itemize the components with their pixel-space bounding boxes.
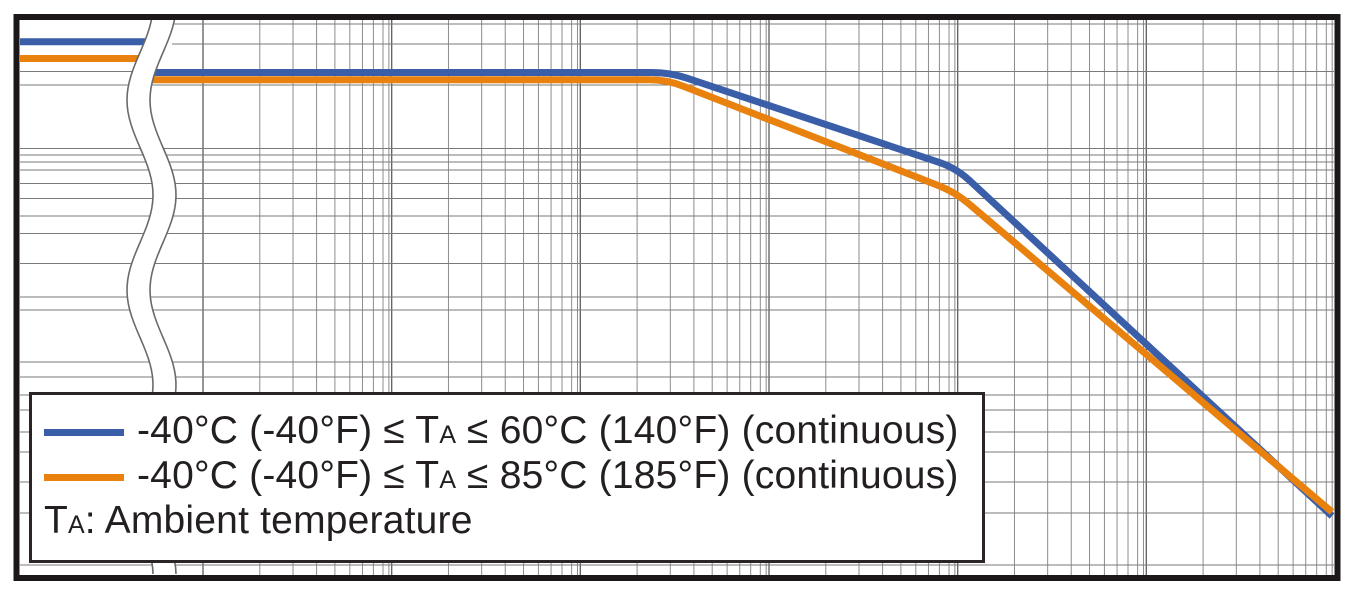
subscript-a: A: [68, 510, 85, 539]
legend-label-60c: -40°C (-40°F) ≤ TA ≤ 60°C (140°F) (conti…: [137, 408, 959, 458]
subscript-a: A: [439, 465, 457, 494]
ambient-temperature-note: TA: Ambient temperature: [44, 498, 972, 548]
legend-box: -40°C (-40°F) ≤ TA ≤ 60°C (140°F) (conti…: [29, 392, 985, 563]
plot-border: [13, 14, 1341, 581]
legend-label-60c-post: ≤ 60°C (140°F) (continuous): [456, 408, 959, 452]
subscript-a: A: [439, 420, 457, 449]
legend-row-85c: -40°C (-40°F) ≤ TA ≤ 85°C (185°F) (conti…: [44, 453, 972, 503]
legend-label-85c: -40°C (-40°F) ≤ TA ≤ 85°C (185°F) (conti…: [137, 453, 959, 503]
legend-label-85c-pre: -40°C (-40°F) ≤ T: [137, 453, 440, 497]
ambient-note-text: TA: Ambient temperature: [44, 498, 473, 548]
legend-swatch-85c: [44, 474, 124, 481]
legend-label-85c-post: ≤ 85°C (185°F) (continuous): [456, 453, 959, 497]
legend-swatch-60c: [44, 429, 124, 436]
ta-60c-curve: [20, 38, 1334, 519]
ambient-note-t: T: [44, 498, 69, 542]
legend-row-60c: -40°C (-40°F) ≤ TA ≤ 60°C (140°F) (conti…: [44, 408, 972, 458]
ambient-note-post: : Ambient temperature: [84, 498, 473, 542]
ta-85c-curve: [20, 55, 1334, 515]
legend-label-60c-pre: -40°C (-40°F) ≤ T: [137, 408, 440, 452]
